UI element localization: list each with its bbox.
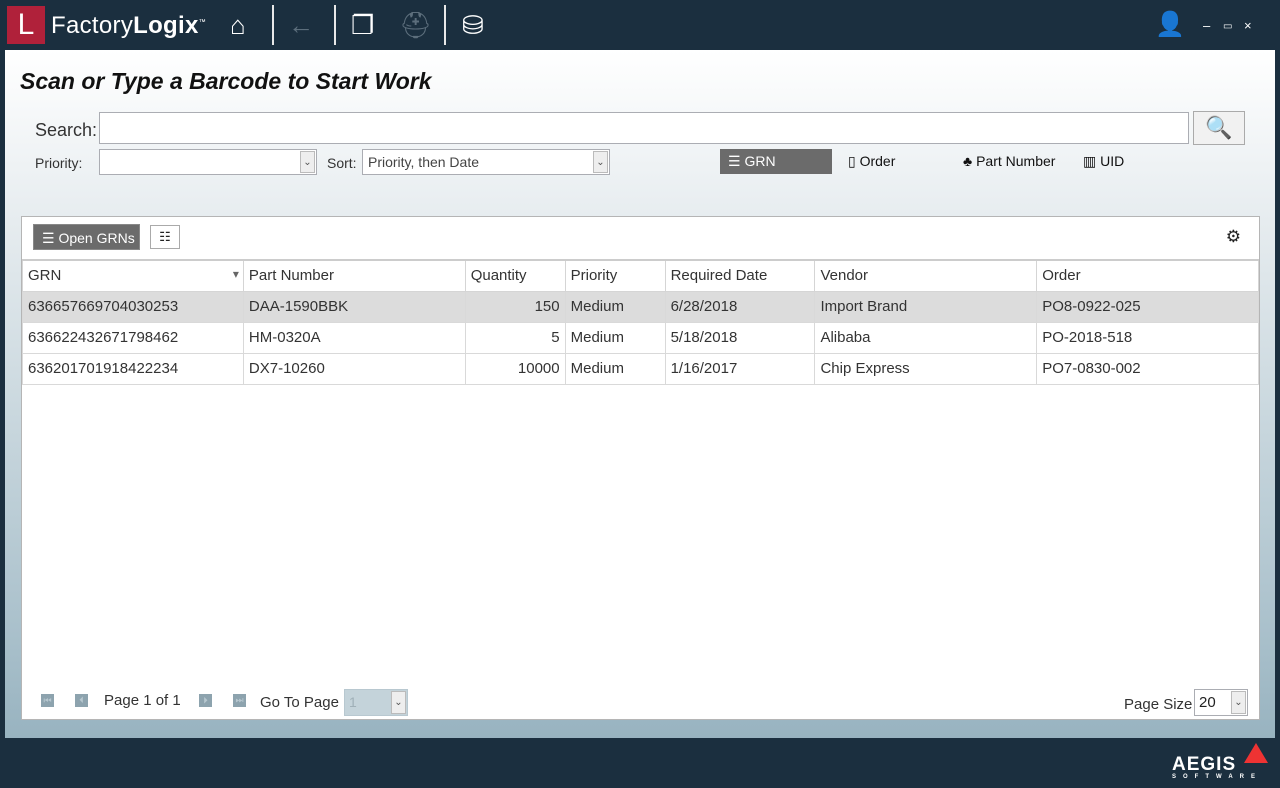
table-cell: Medium [564, 352, 666, 385]
gear-icon[interactable]: ⚙ [1225, 227, 1241, 246]
chevron-down-icon[interactable]: ⌄ [300, 151, 315, 173]
mode-label: Order [859, 153, 896, 169]
app-name-bold: Logix [133, 12, 199, 39]
last-page-icon[interactable]: ⏭ [233, 694, 246, 707]
column-header[interactable]: Required Date [664, 259, 816, 292]
chevron-down-icon[interactable]: ⌄ [593, 151, 608, 173]
search-input[interactable] [99, 112, 1189, 144]
sort-desc-icon: ▾ [232, 267, 239, 281]
app-name-light: Factory [51, 12, 134, 39]
maximize-button[interactable]: ▭ [1223, 21, 1233, 32]
table-cell: PO-2018-518 [1036, 321, 1259, 354]
column-header[interactable]: Vendor [814, 259, 1038, 292]
page-title: Scan or Type a Barcode to Start Work [20, 68, 432, 94]
table-cell: 636657669704030253 [22, 290, 244, 323]
mode-order[interactable]: ▯ Order [848, 153, 896, 169]
back-arrow-icon[interactable]: ← [288, 10, 314, 40]
trademark: ™ [198, 19, 206, 26]
divider [444, 5, 446, 45]
page-size-value: 20 [1199, 694, 1216, 711]
table-cell: 150 [464, 290, 566, 323]
page-size-label: Page Size [1124, 696, 1193, 713]
table-cell: HM-0320A [242, 321, 466, 354]
table-cell: Medium [564, 321, 666, 354]
table-cell: Import Brand [814, 290, 1038, 323]
table-cell: 5/18/2018 [664, 321, 816, 354]
mode-grn[interactable]: ☰ GRN [720, 149, 832, 174]
windows-stack-icon[interactable]: ❐ [351, 10, 375, 40]
column-header[interactable]: Priority [564, 259, 666, 292]
table-cell: DAA-1590BBK [242, 290, 466, 323]
grn-panel: ☰ Open GRNs ☷ ⚙ GRN ▾ Part Number Quantity P… [21, 216, 1260, 720]
table-cell: Medium [564, 290, 666, 323]
goto-page-value: 1 [349, 694, 357, 710]
column-header[interactable]: GRN ▾ [22, 259, 244, 292]
column-header[interactable]: Quantity [464, 259, 566, 292]
home-icon[interactable]: ⌂ [230, 10, 246, 40]
chevron-down-icon[interactable]: ⌄ [391, 691, 406, 714]
main-area: Scan or Type a Barcode to Start Work Sea… [5, 50, 1275, 738]
column-header[interactable]: Part Number [242, 259, 466, 292]
sort-value: Priority, then Date [368, 154, 480, 170]
table-row[interactable]: 636657669704030253 DAA-1590BBK 150 Medium 6/… [22, 290, 1259, 323]
table-cell: Chip Express [814, 352, 1038, 385]
table-cell: PO7-0830-002 [1036, 352, 1259, 385]
open-grns-label: Open GRNs [58, 230, 135, 246]
priority-select[interactable]: ⌄ [99, 149, 317, 175]
page-indicator: Page 1 of 1 [104, 692, 181, 709]
title-bar: L FactoryLogix™ ⌂ ← ❐ ⛑ ⛁ 👤 – ▭ × [0, 0, 1280, 50]
open-grns-button[interactable]: ☰ Open GRNs [33, 224, 140, 250]
chevron-down-icon[interactable]: ⌄ [1231, 691, 1246, 714]
app-logo: L [7, 6, 45, 44]
app-name: FactoryLogix™ [51, 12, 206, 40]
aegis-arrow-icon [1244, 743, 1268, 763]
sort-select[interactable]: Priority, then Date ⌄ [362, 149, 610, 175]
list-clock-button[interactable]: ☷ [150, 225, 180, 249]
brand-sub: SOFTWARE [1172, 774, 1262, 780]
minimize-button[interactable]: – [1203, 18, 1211, 33]
grn-table: GRN ▾ Part Number Quantity Priority Required … [22, 259, 1259, 385]
column-header[interactable]: Order [1036, 259, 1259, 292]
table-cell: 6/28/2018 [664, 290, 816, 323]
page-size-select[interactable]: 20 ⌄ [1194, 689, 1248, 716]
brand: AEGIS [1172, 754, 1237, 775]
goto-page-label: Go To Page [260, 694, 339, 711]
table-cell: PO8-0922-025 [1036, 290, 1259, 323]
table-row[interactable]: 636622432671798462 HM-0320A 5 Medium 5/18/20… [22, 321, 1259, 354]
table-cell: 636201701918422234 [22, 352, 244, 385]
table-cell: 5 [464, 321, 566, 354]
magnifier-icon: 🔍 [1205, 115, 1233, 140]
priority-label: Priority: [35, 155, 83, 171]
pager: ⏮ ⏴ Page 1 of 1 ⏵ ⏭ Go To Page 1 ⌄ Page S… [21, 680, 1260, 720]
mode-label: UID [1100, 153, 1125, 169]
next-page-icon[interactable]: ⏵ [199, 694, 212, 707]
table-cell: 636622432671798462 [22, 321, 244, 354]
close-button[interactable]: × [1244, 18, 1252, 33]
mode-label: GRN [744, 153, 776, 169]
divider [334, 5, 336, 45]
goto-page-select[interactable]: 1 ⌄ [344, 689, 408, 716]
sort-label: Sort: [327, 155, 357, 171]
table-cell: DX7-10260 [242, 352, 466, 385]
search-label: Search: [35, 120, 98, 140]
aegis-logo: AEGIS SOFTWARE [1172, 754, 1262, 780]
mode-uid[interactable]: ▥ UID [1083, 153, 1125, 169]
table-cell: 10000 [464, 352, 566, 385]
table-cell: Alibaba [814, 321, 1038, 354]
database-edit-icon[interactable]: ⛁ [462, 10, 484, 40]
mode-part-number[interactable]: ♣ Part Number [963, 153, 1056, 169]
mode-label: Part Number [976, 153, 1056, 169]
table-row[interactable]: 636201701918422234 DX7-10260 10000 Medium 1/… [22, 352, 1259, 385]
search-button[interactable]: 🔍 [1193, 111, 1245, 145]
first-page-icon[interactable]: ⏮ [41, 694, 54, 707]
prev-page-icon[interactable]: ⏴ [75, 694, 88, 707]
table-cell: 1/16/2017 [664, 352, 816, 385]
user-logout-icon[interactable]: 👤 [1155, 11, 1185, 38]
divider [272, 5, 274, 45]
hard-hat-icon[interactable]: ⛑ [399, 10, 433, 40]
